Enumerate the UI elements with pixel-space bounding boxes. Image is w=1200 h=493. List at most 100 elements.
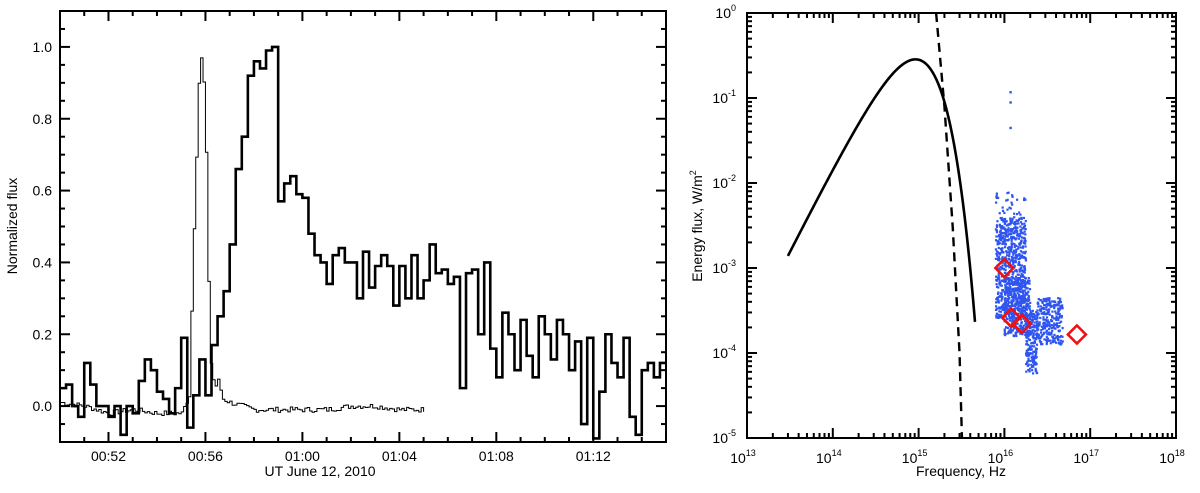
left-plot-tick-labels: 00:52 00:56 01:00 01:04 01:08 01:12 0.0 0.2 0.4 0… bbox=[33, 39, 611, 464]
data-point bbox=[1003, 239, 1006, 242]
data-point bbox=[1017, 302, 1021, 305]
data-point bbox=[1008, 329, 1011, 332]
data-point bbox=[1036, 309, 1039, 312]
data-point bbox=[1056, 326, 1060, 329]
data-point bbox=[1015, 331, 1018, 334]
data-point bbox=[1005, 254, 1009, 257]
data-point bbox=[1012, 298, 1015, 302]
data-point bbox=[1000, 299, 1003, 302]
data-point bbox=[1032, 372, 1035, 375]
data-point bbox=[1023, 230, 1026, 233]
data-point bbox=[1021, 290, 1025, 293]
data-point bbox=[1040, 335, 1043, 338]
data-point bbox=[995, 279, 998, 282]
data-point bbox=[1025, 293, 1028, 296]
data-point bbox=[1009, 246, 1013, 250]
data-point bbox=[1003, 311, 1006, 315]
data-point bbox=[1009, 266, 1013, 269]
data-point bbox=[1026, 352, 1029, 356]
data-point bbox=[1016, 273, 1019, 276]
data-point bbox=[1042, 304, 1046, 307]
data-point bbox=[1008, 233, 1011, 236]
data-point bbox=[1000, 295, 1003, 298]
data-point bbox=[1010, 230, 1013, 233]
data-point bbox=[1006, 303, 1010, 306]
data-point bbox=[1014, 259, 1017, 262]
data-point bbox=[996, 307, 999, 310]
x-tick-label: 1015 bbox=[902, 448, 928, 466]
data-point bbox=[1025, 331, 1028, 335]
data-point bbox=[1019, 296, 1023, 299]
data-point bbox=[1031, 345, 1034, 348]
data-point bbox=[1013, 251, 1016, 254]
data-point bbox=[998, 280, 1001, 283]
data-point bbox=[1008, 331, 1011, 334]
data-point bbox=[1045, 331, 1048, 334]
data-point bbox=[1048, 324, 1051, 327]
data-point bbox=[1021, 246, 1025, 249]
data-point bbox=[1058, 312, 1061, 316]
data-point bbox=[997, 242, 1000, 246]
data-point bbox=[996, 257, 1000, 260]
data-point bbox=[1054, 304, 1057, 307]
data-point bbox=[1036, 329, 1039, 332]
data-point bbox=[999, 251, 1002, 255]
data-point bbox=[1018, 258, 1021, 261]
data-point bbox=[1017, 246, 1020, 249]
data-point bbox=[998, 316, 1001, 319]
data-point bbox=[1011, 228, 1015, 231]
data-point bbox=[1012, 315, 1016, 318]
data-point bbox=[1014, 275, 1018, 278]
data-point bbox=[1007, 248, 1010, 251]
data-point bbox=[1060, 316, 1063, 319]
data-point bbox=[1001, 261, 1004, 264]
data-point bbox=[1002, 251, 1005, 254]
data-point bbox=[1013, 221, 1017, 224]
data-point bbox=[1018, 276, 1021, 280]
data-point bbox=[994, 308, 998, 311]
data-point bbox=[1020, 285, 1024, 288]
data-point bbox=[1032, 332, 1035, 335]
data-point bbox=[1032, 356, 1035, 359]
data-point bbox=[1014, 303, 1017, 306]
data-point bbox=[996, 220, 999, 223]
data-point bbox=[1023, 301, 1026, 304]
data-point bbox=[1013, 216, 1016, 219]
data-point bbox=[1011, 312, 1014, 316]
data-point bbox=[1047, 328, 1051, 331]
data-point bbox=[1023, 197, 1026, 200]
data-point bbox=[1060, 305, 1063, 308]
data-point bbox=[1025, 362, 1028, 366]
data-point bbox=[1048, 333, 1051, 336]
data-point bbox=[1001, 256, 1004, 259]
red-diamond-marker bbox=[1011, 313, 1033, 335]
data-point bbox=[1004, 300, 1007, 303]
data-point bbox=[1003, 217, 1006, 221]
data-point bbox=[1039, 305, 1042, 308]
data-point bbox=[1053, 323, 1056, 327]
data-point bbox=[1020, 272, 1023, 276]
data-point bbox=[1035, 343, 1039, 346]
data-point bbox=[1024, 239, 1027, 243]
data-point bbox=[997, 286, 1000, 289]
data-point bbox=[1040, 299, 1043, 302]
data-point bbox=[1022, 326, 1025, 329]
data-point bbox=[1048, 322, 1051, 325]
data-point bbox=[1034, 354, 1037, 357]
data-point bbox=[995, 196, 999, 199]
data-point bbox=[1019, 288, 1023, 291]
data-point bbox=[1001, 240, 1004, 243]
data-point bbox=[1028, 338, 1032, 342]
data-point bbox=[1039, 343, 1043, 346]
data-point bbox=[1012, 300, 1015, 303]
data-point bbox=[1011, 270, 1014, 274]
data-point bbox=[1053, 306, 1056, 310]
data-point bbox=[1006, 318, 1009, 321]
data-point bbox=[1037, 328, 1040, 331]
data-point bbox=[1024, 283, 1027, 286]
data-point bbox=[1018, 309, 1021, 312]
data-point bbox=[1032, 312, 1035, 316]
y-tick-label: 10-1 bbox=[712, 88, 736, 106]
data-point bbox=[996, 292, 1000, 295]
data-point bbox=[1009, 305, 1012, 308]
